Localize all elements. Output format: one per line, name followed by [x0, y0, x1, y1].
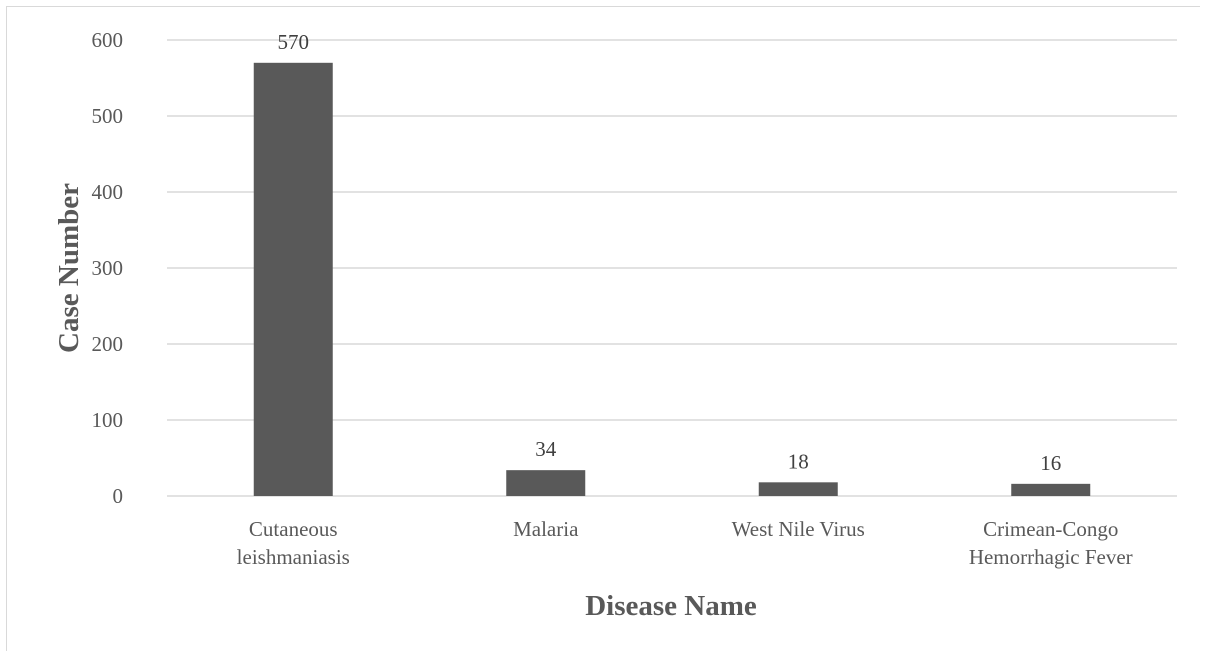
- x-tick-label: Malaria: [513, 517, 579, 541]
- y-tick-label: 200: [92, 332, 124, 356]
- x-axis-title: Disease Name: [585, 590, 757, 622]
- bar-2: [758, 482, 838, 496]
- y-tick-label: 600: [92, 28, 124, 52]
- data-label: 34: [535, 437, 557, 461]
- y-tick-labels: 0 100 200 300 400 500 600: [92, 28, 124, 508]
- y-axis-title: Case Number: [53, 183, 85, 353]
- x-tick-label: Cutaneous: [249, 517, 338, 541]
- bar-0: [253, 62, 333, 497]
- gridlines: [167, 39, 1177, 497]
- data-label: 16: [1040, 451, 1061, 475]
- x-tick-label: West Nile Virus: [732, 517, 865, 541]
- data-label: 570: [278, 30, 310, 54]
- y-tick-label: 100: [92, 408, 124, 432]
- chart-frame: [6, 6, 1200, 651]
- bars: [253, 62, 1091, 497]
- data-label: 18: [788, 449, 809, 473]
- x-tick-label: Hemorrhagic Fever: [969, 545, 1133, 569]
- data-labels: 570 34 18 16: [278, 30, 1062, 475]
- x-tick-label: Crimean-Congo: [983, 517, 1118, 541]
- y-tick-label: 500: [92, 104, 124, 128]
- bar-1: [506, 470, 586, 496]
- y-tick-label: 400: [92, 180, 124, 204]
- x-tick-label: leishmaniasis: [237, 545, 350, 569]
- bar-3: [1011, 483, 1091, 496]
- y-tick-label: 300: [92, 256, 124, 280]
- x-tick-labels: Cutaneous leishmaniasis Malaria West Nile V…: [237, 517, 1133, 569]
- y-tick-label: 0: [113, 484, 124, 508]
